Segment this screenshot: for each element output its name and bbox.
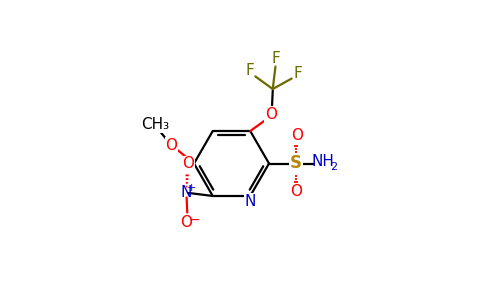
Text: N: N xyxy=(244,194,256,209)
Text: F: F xyxy=(293,66,302,81)
Text: CH₃: CH₃ xyxy=(141,117,169,132)
Text: O: O xyxy=(265,107,277,122)
Text: O: O xyxy=(166,138,178,153)
Text: F: F xyxy=(272,51,280,66)
Text: +: + xyxy=(187,183,197,193)
Text: O: O xyxy=(291,128,303,142)
Text: F: F xyxy=(246,63,255,78)
Text: S: S xyxy=(290,154,302,172)
Text: NH: NH xyxy=(312,154,334,169)
Text: −: − xyxy=(188,213,200,227)
Text: O: O xyxy=(180,214,192,230)
Text: O: O xyxy=(290,184,302,200)
Text: 2: 2 xyxy=(330,162,337,172)
Text: O: O xyxy=(182,156,194,171)
Text: N: N xyxy=(181,184,192,200)
